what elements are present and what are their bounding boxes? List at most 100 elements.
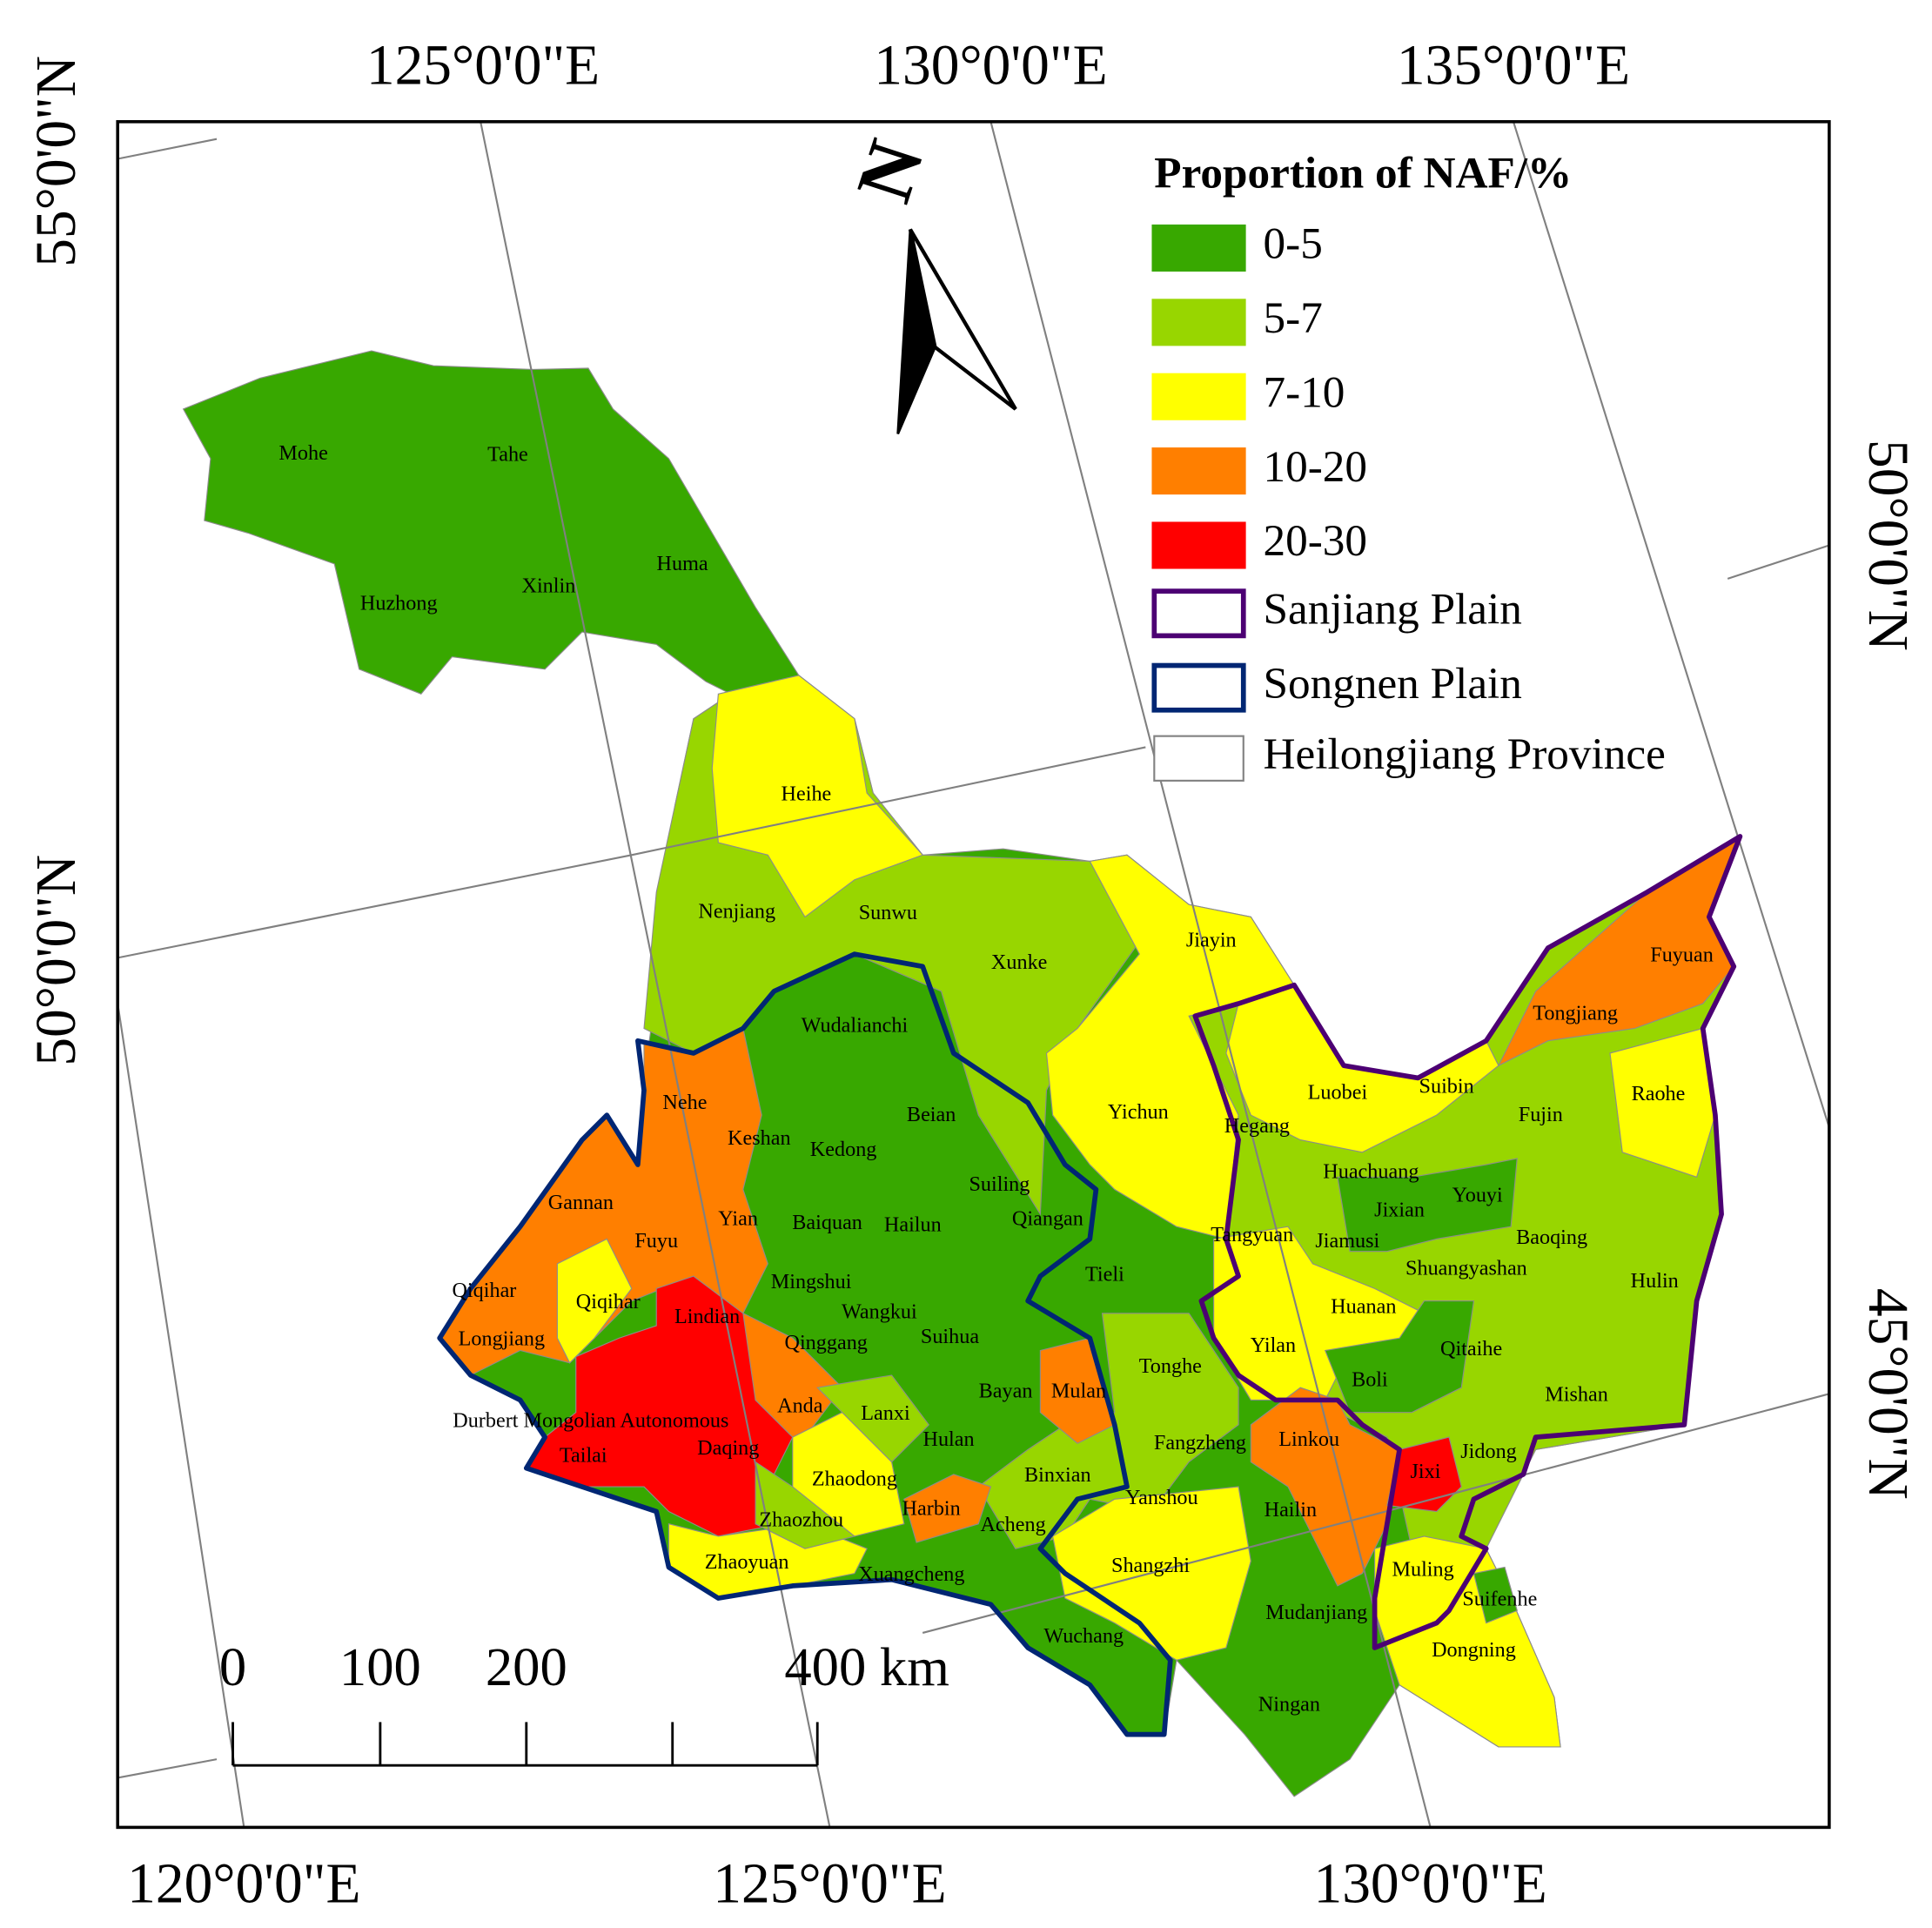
county-label: Mohe (278, 441, 327, 465)
county-label: Shuangyashan (1405, 1257, 1527, 1280)
arrow-half (908, 228, 1017, 411)
region (1386, 1436, 1462, 1513)
county-label: Huzhong (360, 591, 438, 615)
county-label: Fangzheng (1154, 1431, 1246, 1454)
region (1337, 1158, 1518, 1253)
county-label: Yanshou (1125, 1486, 1198, 1509)
graticule-line (117, 1003, 245, 1828)
graticule (117, 121, 1830, 1828)
county-label: Kedong (810, 1138, 877, 1161)
legend-swatch (1151, 588, 1246, 639)
county-label: Boli (1352, 1368, 1388, 1392)
county-label: Qiangan (1012, 1207, 1083, 1231)
county-label: Anda (777, 1394, 823, 1418)
legend-swatch (1151, 224, 1246, 272)
map-frame (116, 120, 1831, 1830)
county-label: Tahe (487, 443, 528, 467)
county-label: Yian (718, 1207, 758, 1231)
county-label: Yilan (1251, 1333, 1296, 1357)
county-label: Tongjiang (1533, 1001, 1618, 1024)
county-labels: Mohe Tahe Huzhong Xinlin Huma Heihe Nenjiang Su… (278, 441, 1713, 1716)
scale-label: 100 (339, 1636, 421, 1697)
county-label: Nenjiang (698, 900, 775, 924)
graticule-line (922, 1393, 1830, 1634)
county-label: Longjiang (459, 1327, 545, 1351)
county-label: Mudanjiang (1265, 1601, 1367, 1624)
county-label: Baoqing (1516, 1226, 1587, 1249)
legend-label: 7-10 (1264, 367, 1345, 417)
legend-swatch (1151, 299, 1246, 346)
county-label: Mingshui (771, 1270, 852, 1293)
county-label: Jiayin (1186, 928, 1237, 951)
plain-outlines (437, 834, 1743, 1737)
legend-label: 0-5 (1264, 219, 1323, 269)
region (1609, 1027, 1716, 1178)
county-label: Suifenhe (1462, 1588, 1537, 1611)
graticule-line (117, 1758, 218, 1779)
graticule-line (1512, 121, 1830, 1128)
region (903, 1474, 992, 1543)
graticule-label: 50°0'0"N (25, 855, 88, 1066)
county-label: Lanxi (861, 1401, 910, 1425)
north-arrow: N (839, 131, 1017, 434)
county-label: Linkou (1278, 1428, 1339, 1451)
county-label: Mulan (1051, 1379, 1106, 1402)
county-label: Zhaodong (812, 1467, 897, 1490)
graticule-label: 50°0'0"N (1856, 440, 1919, 651)
county-label: Wangkui (842, 1300, 917, 1323)
legend-label: Heilongjiang Province (1264, 729, 1666, 779)
county-label: Youyi (1452, 1184, 1503, 1207)
scale-label: 0 (219, 1636, 246, 1697)
region (1472, 1566, 1518, 1624)
graticule-label: 125°0'0"E (713, 1853, 946, 1916)
county-label: Acheng (980, 1513, 1045, 1536)
legend-swatch (1151, 521, 1246, 569)
legend-label: 10-20 (1264, 442, 1368, 492)
county-label: Huachuang (1323, 1160, 1419, 1184)
county-label: Tonghe (1139, 1354, 1202, 1378)
graticule-line (1727, 544, 1830, 580)
county-label: Xuangcheng (858, 1562, 964, 1586)
county-label: Jidong (1460, 1440, 1517, 1463)
graticule-label: 55°0'0"N (25, 56, 88, 267)
county-label: Hailin (1265, 1498, 1317, 1522)
county-label: Gannan (548, 1191, 614, 1214)
legend-title: Proportion of NAF/% (1154, 149, 1572, 198)
region (977, 1313, 1239, 1549)
county-label: Lindian (674, 1305, 740, 1328)
legend-label: Sanjiang Plain (1264, 585, 1522, 635)
county-label: Jixi (1410, 1460, 1440, 1483)
county-label: Hegang (1224, 1114, 1290, 1138)
county-label: Bayan (979, 1379, 1033, 1402)
county-label: Beian (907, 1103, 956, 1126)
county-label: Hulin (1631, 1269, 1679, 1293)
county-label: Wuchang (1043, 1624, 1124, 1648)
graticule-label: 125°0'0"E (366, 34, 600, 97)
county-label: Daqing (697, 1436, 759, 1460)
graticule-line (117, 746, 1146, 959)
county-label: Shangzhi (1111, 1554, 1190, 1577)
region (816, 1374, 930, 1463)
scale-label: 200 (486, 1636, 567, 1697)
legend-label: Songnen Plain (1264, 659, 1522, 709)
county-label: Qiqihar (452, 1279, 516, 1302)
region (525, 1275, 794, 1537)
county-label: Baiquan (792, 1211, 862, 1234)
graticule-line (989, 121, 1432, 1828)
county-label: Nehe (662, 1091, 707, 1114)
graticule-label: 120°0'0"E (127, 1853, 360, 1916)
county-label: Heihe (782, 783, 832, 806)
legend-swatch (1151, 662, 1246, 713)
county-label: Huanan (1331, 1295, 1396, 1319)
graticule-line (117, 138, 218, 160)
graticule-label: 45°0'0"N (1856, 1288, 1919, 1500)
county-label: Zhaozhou (759, 1508, 843, 1531)
region (1324, 1300, 1475, 1414)
county-label: Suihua (921, 1325, 979, 1348)
county-label: Harbin (902, 1497, 961, 1521)
graticule-labels: 125°0'0"E 130°0'0"E 135°0'0"E 120°0'0"E 125°… (25, 34, 1919, 1915)
county-label: Fuyu (634, 1229, 678, 1253)
